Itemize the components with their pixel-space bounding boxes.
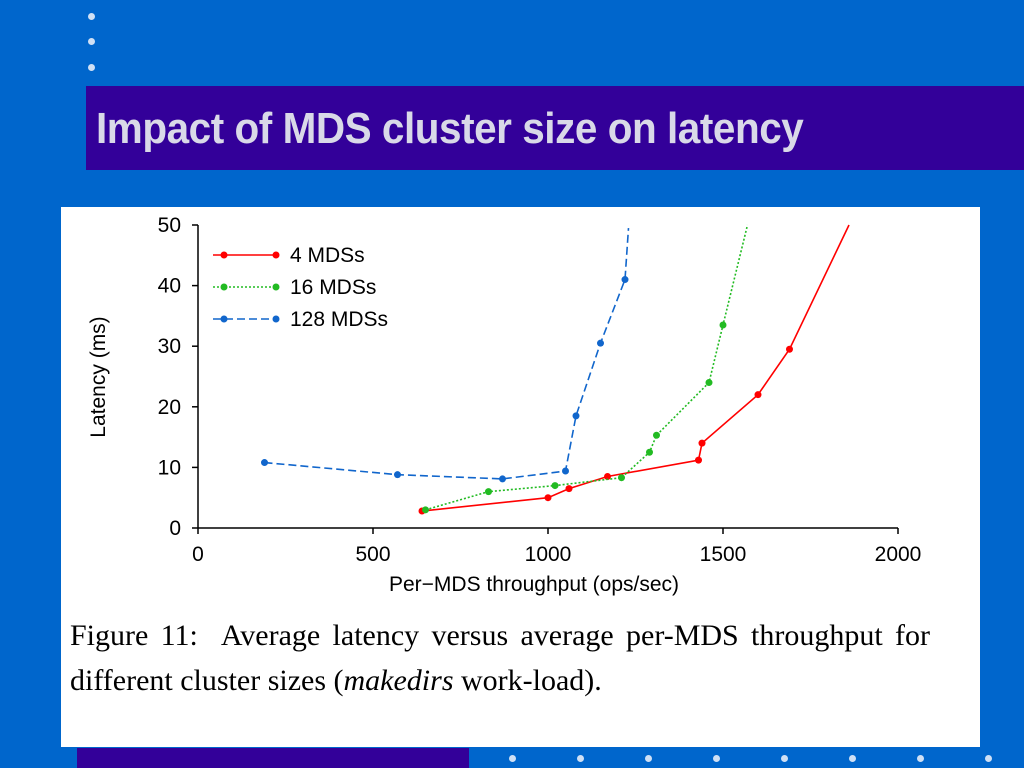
legend-marker [272,315,280,323]
y-tick-label: 0 [169,517,181,540]
y-tick-label: 10 [158,456,181,479]
legend-label: 16 MDSs [290,276,376,299]
data-point [261,459,268,467]
decorative-dot [577,755,584,762]
legend-item: 4 MDSs [213,244,365,267]
series [261,224,850,515]
data-point [618,474,625,482]
x-tick-label: 1000 [525,543,572,566]
legend-label: 4 MDSs [290,244,365,267]
legend-marker [272,283,280,291]
y-tick-label: 20 [158,396,181,419]
data-point [499,475,506,483]
y-axis-label: Latency (ms) [87,316,110,437]
series-line [264,227,630,480]
decorative-dot [645,755,652,762]
caption-label: Figure 11: [70,619,198,652]
data-point [485,488,492,496]
slide-title: Impact of MDS cluster size on latency [96,104,804,153]
x-tick-label: 1500 [700,543,747,566]
legend: 4 MDSs 16 MDSs 128 MDSs [213,244,388,331]
ticks: 0 500 1000 1500 2000 0 10 20 30 40 50 [158,214,922,566]
x-axis-label: Per−MDS throughput (ops/sec) [389,573,679,596]
decorative-dot [985,755,992,762]
legend-item: 16 MDSs [213,276,376,299]
series-line [425,224,749,511]
decorative-dot [917,755,924,762]
legend-item: 128 MDSs [213,308,388,331]
series-1 [422,224,749,514]
series-2 [261,227,630,483]
latency-chart: 0 500 1000 1500 2000 0 10 20 30 40 50 Per−MDS thro… [87,214,922,596]
title-bar: Impact of MDS cluster size on latency [86,86,1024,170]
data-point [422,506,429,514]
caption-text-after: work-load). [453,664,602,697]
series-0 [418,224,850,515]
y-tick-label: 40 [158,275,181,298]
y-tick-label: 50 [158,214,181,237]
data-point [719,321,727,329]
data-point [572,412,580,420]
y-tick-label: 30 [158,335,181,358]
data-point [695,456,702,464]
x-tick-label: 2000 [875,543,922,566]
data-point [698,439,706,447]
legend-label: 128 MDSs [290,308,388,331]
data-point [621,276,629,284]
data-point [551,482,559,490]
x-tick-label: 500 [355,543,390,566]
legend-marker [220,251,228,259]
data-point [786,345,793,353]
data-point [646,448,653,456]
data-point [604,472,611,480]
decorative-dot [849,755,856,762]
bottom-bar [77,748,469,768]
data-point [565,485,573,493]
data-point [394,471,401,479]
figure-caption: Figure 11: Average latency versus averag… [70,613,930,703]
data-point [653,431,660,439]
data-point [705,379,713,387]
decorative-dot [781,755,788,762]
x-tick-label: 0 [192,543,204,566]
decorative-dot [509,755,516,762]
decorative-dot [713,755,720,762]
series-line [421,224,850,512]
axes [197,225,898,529]
data-point [562,467,569,475]
legend-marker [220,315,228,323]
figure-panel: 0 500 1000 1500 2000 0 10 20 30 40 50 Per−MDS thro… [61,207,980,747]
legend-marker [272,251,280,259]
data-point [754,391,762,399]
data-point [597,339,604,347]
legend-marker [220,283,228,291]
data-point [544,494,552,502]
caption-text-before: Average latency versus average per-MDS t… [70,619,931,697]
caption-italic: makedirs [343,664,454,697]
